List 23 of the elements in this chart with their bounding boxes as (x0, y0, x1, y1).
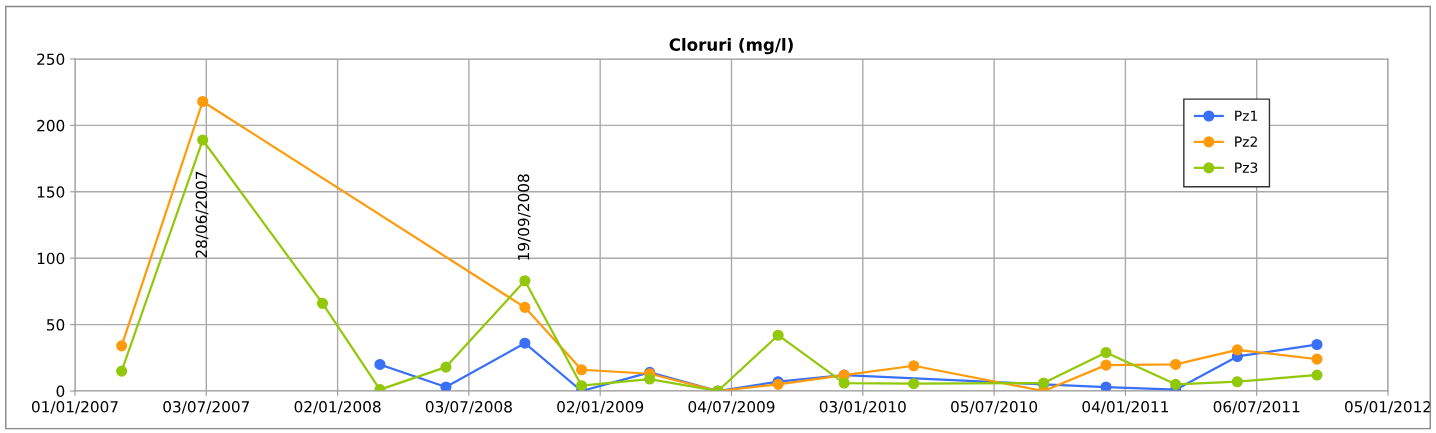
y-tick-label: 250 (37, 53, 65, 66)
legend-label: Pz2 (1235, 136, 1257, 147)
x-tick-label: 06/07/2011 (1213, 400, 1300, 414)
x-tick-label: 05/07/2010 (951, 400, 1038, 414)
x-tick-label: 02/01/2008 (294, 400, 381, 414)
y-tick-label: 200 (37, 119, 65, 132)
x-tick-label: 03/01/2010 (819, 400, 906, 414)
legend-label: Pz1 (1235, 110, 1258, 121)
x-tick-label: 03/07/2008 (425, 400, 512, 414)
annotation: 19/09/2008 (517, 174, 531, 260)
y-tick-label: 100 (37, 252, 65, 265)
x-tick-label: 04/01/2011 (1082, 400, 1169, 414)
x-tick-label: 04/07/2009 (688, 400, 775, 414)
x-tick-label: 01/01/2007 (31, 400, 118, 414)
y-tick-label: 150 (37, 186, 65, 198)
x-tick-label: 02/01/2009 (557, 400, 644, 414)
y-tick-label: 0 (56, 385, 65, 398)
x-tick-label: 03/07/2007 (163, 400, 250, 414)
x-tick-label: 05/01/2012 (1344, 400, 1431, 414)
annotation: 28/06/2007 (195, 171, 209, 258)
y-tick-label: 50 (47, 319, 65, 331)
legend-label: Pz3 (1235, 162, 1258, 173)
chart-title: Cloruri (mg/l) (669, 38, 793, 55)
